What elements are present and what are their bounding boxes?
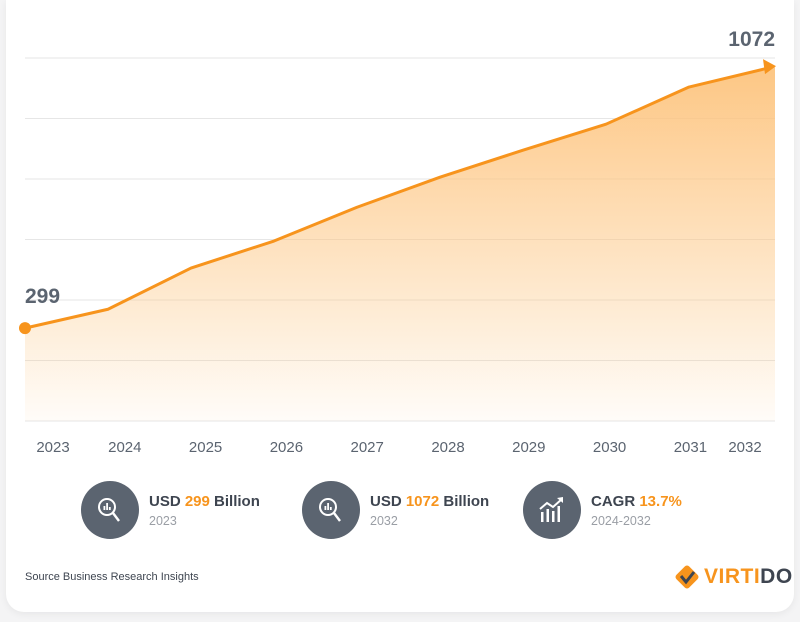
source-note: Source Business Research Insights — [25, 571, 199, 583]
x-tick-label: 2030 — [593, 439, 626, 456]
stat-year: 2032 — [370, 513, 398, 528]
stat-value: USD 299 Billion — [149, 492, 260, 510]
stat-year: 2023 — [149, 513, 177, 528]
x-tick-label: 2029 — [512, 439, 545, 456]
market-chart: 299 1072 2023 2024 2025 2026 2027 2028 2029 203… — [19, 28, 776, 456]
end-label: 1072 — [728, 28, 775, 51]
x-tick-label: 2024 — [108, 439, 141, 456]
end-arrow — [763, 59, 776, 75]
logo-icon — [675, 565, 699, 589]
x-tick-label: 2025 — [189, 439, 222, 456]
x-tick-label: 2027 — [351, 439, 384, 456]
x-tick-label: 2023 — [36, 439, 69, 456]
x-tick-label: 2031 — [674, 439, 707, 456]
series-line — [24, 65, 773, 330]
stat-2032: USD 1072 Billion 2032 — [302, 481, 489, 539]
x-tick-label: 2028 — [431, 439, 464, 456]
stat-value: USD 1072 Billion — [370, 492, 490, 510]
logo-text-1: VIRTI — [704, 565, 761, 588]
stat-value: CAGR 13.7% — [591, 492, 682, 510]
start-label: 299 — [25, 285, 60, 308]
start-point — [19, 322, 31, 335]
stat-period: 2024-2032 — [591, 513, 651, 528]
stat-2023: USD 299 Billion 2023 — [81, 481, 260, 539]
stat-cagr: CAGR 13.7% 2024-2032 — [523, 481, 682, 539]
magnifier-chart-icon — [81, 481, 139, 539]
magnifier-chart-icon — [302, 481, 360, 539]
logo-text-2: DO — [760, 565, 793, 588]
growth-chart-icon — [523, 481, 581, 539]
area-fill — [25, 67, 775, 421]
x-tick-label: 2032 — [728, 439, 761, 456]
x-tick-label: 2026 — [270, 439, 303, 456]
virtido-logo: VIRTIDO — [674, 564, 793, 590]
